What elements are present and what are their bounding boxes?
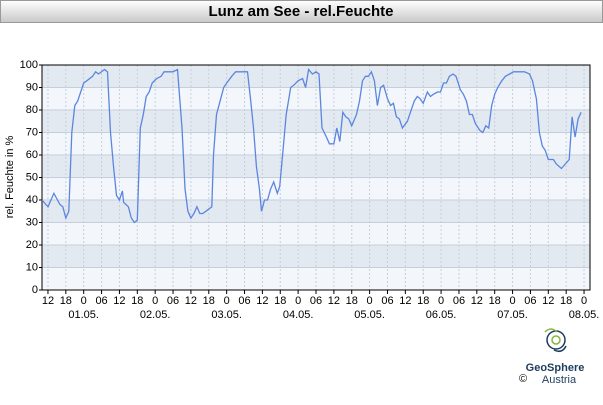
logo-name: GeoSphere	[526, 362, 585, 374]
data-line	[41, 68, 582, 224]
x-tick-label: 0	[438, 295, 444, 307]
band	[42, 177, 590, 200]
date-label: 04.05.	[283, 309, 314, 321]
band	[42, 65, 590, 88]
x-tick-label: 12	[42, 295, 54, 307]
x-tick-label: 12	[542, 295, 554, 307]
band	[42, 200, 590, 223]
x-tick-label: 18	[417, 295, 429, 307]
y-tick-label: 100	[20, 59, 38, 71]
x-tick-label: 0	[152, 295, 158, 307]
x-tick-label: 06	[453, 295, 465, 307]
x-tick-label: 12	[471, 295, 483, 307]
x-tick-label: 0	[224, 295, 230, 307]
y-tick-label: 60	[26, 149, 38, 161]
date-label: 03.05.	[211, 309, 242, 321]
x-tick-label: 0	[510, 295, 516, 307]
x-tick-label: 12	[113, 295, 125, 307]
x-tick-label: 06	[95, 295, 107, 307]
y-tick-label: 20	[26, 239, 38, 251]
x-tick-label: 06	[238, 295, 250, 307]
chart-title: Lunz am See - rel.Feuchte	[208, 3, 393, 20]
y-tick-label: 0	[32, 284, 38, 296]
x-tick-label: 06	[310, 295, 322, 307]
x-tick-label: 18	[203, 295, 215, 307]
x-tick-label: 12	[185, 295, 197, 307]
x-tick-label: 12	[399, 295, 411, 307]
y-tick-label: 10	[26, 261, 38, 273]
x-tick-label: 18	[60, 295, 72, 307]
x-tick-label: 0	[81, 295, 87, 307]
logo-sub: Austria	[542, 374, 577, 386]
band	[42, 245, 590, 268]
x-tick-label: 18	[560, 295, 572, 307]
y-tick-label: 30	[26, 216, 38, 228]
date-label: 08.05.	[569, 309, 600, 321]
copyright: ©	[519, 373, 527, 385]
date-label: 06.05.	[426, 309, 457, 321]
y-axis-label: rel. Feuchte in %	[4, 136, 16, 219]
date-label: 05.05.	[354, 309, 385, 321]
date-label: 07.05.	[497, 309, 528, 321]
date-label: 02.05.	[140, 309, 171, 321]
x-tick-label: 18	[131, 295, 143, 307]
x-tick-label: 18	[489, 295, 501, 307]
x-tick-label: 0	[367, 295, 373, 307]
x-tick-label: 12	[256, 295, 268, 307]
x-tick-label: 12	[328, 295, 340, 307]
y-tick-label: 90	[26, 81, 38, 93]
x-tick-label: 06	[167, 295, 179, 307]
x-tick-label: 0	[581, 295, 587, 307]
x-tick-label: 18	[274, 295, 286, 307]
x-tick-label: 06	[381, 295, 393, 307]
y-tick-label: 50	[26, 171, 38, 183]
y-tick-label: 70	[26, 126, 38, 138]
band	[42, 132, 590, 155]
x-tick-label: 06	[524, 295, 536, 307]
logo-icon	[544, 328, 567, 353]
x-tick-label: 18	[346, 295, 358, 307]
y-tick-label: 80	[26, 104, 38, 116]
x-tick-label: 0	[295, 295, 301, 307]
plot-frame	[41, 64, 591, 291]
y-tick-label: 40	[26, 194, 38, 206]
date-label: 01.05.	[68, 309, 99, 321]
